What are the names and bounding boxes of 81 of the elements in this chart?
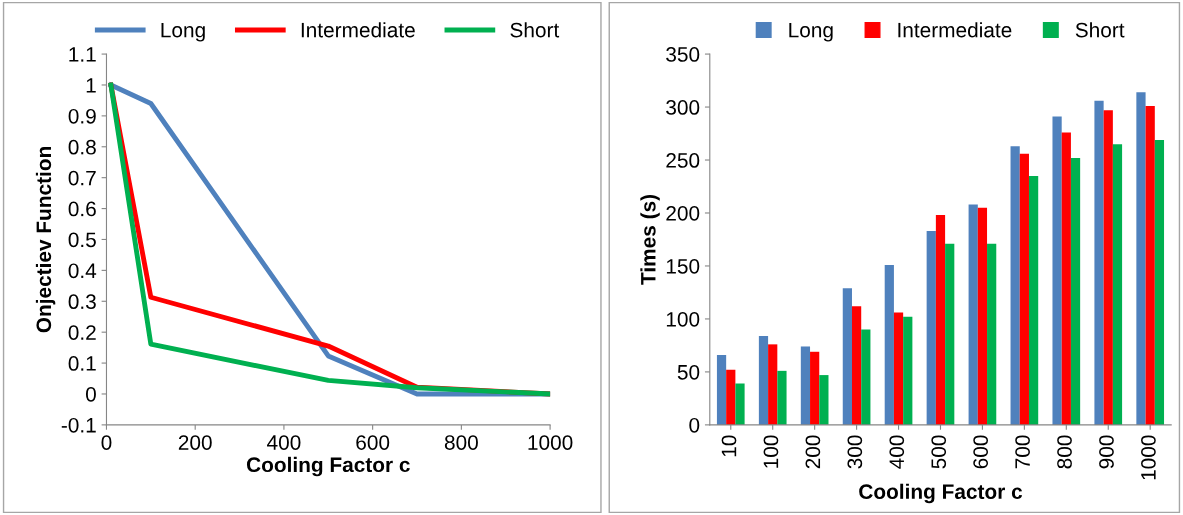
bar — [800, 346, 811, 425]
x-tick-label: 900 — [1099, 435, 1114, 469]
x-tick-label: 800 — [1057, 435, 1072, 469]
y-tick-label: 50 — [677, 364, 700, 380]
bar — [810, 351, 820, 425]
bar — [893, 312, 904, 425]
bar — [1094, 100, 1104, 425]
bar — [884, 264, 894, 425]
x-tick-label: 800 — [444, 435, 478, 450]
bar — [716, 354, 727, 425]
legend-label: Short — [510, 22, 560, 38]
x-tick-label: 0 — [101, 435, 112, 450]
legend-label: Short — [1075, 22, 1125, 38]
y-tick-label: 200 — [666, 205, 700, 221]
bar — [1112, 144, 1123, 425]
bar — [935, 215, 946, 425]
legend-label: Long — [789, 22, 833, 42]
x-tick-label: 1000 — [1141, 435, 1156, 480]
y-tick-label: 100 — [666, 311, 700, 327]
y-tick-label: 0 — [85, 386, 96, 402]
y-tick-label: 300 — [666, 100, 700, 115]
bar — [1019, 153, 1029, 425]
bar — [945, 243, 955, 425]
x-axis-title: Cooling Factor c — [246, 456, 410, 477]
bar — [851, 306, 862, 425]
y-tick-label: 1.1 — [69, 47, 96, 62]
legend-label: Intermediate — [898, 22, 1012, 38]
y-tick-label: 0.7 — [68, 170, 96, 186]
legend-label: Intermediate — [301, 22, 415, 38]
bar — [726, 369, 736, 425]
bar — [968, 204, 978, 425]
bar — [758, 335, 769, 425]
bar — [1145, 105, 1155, 425]
x-tick-label: 500 — [931, 435, 947, 469]
y-tick-label: 0.2 — [68, 325, 96, 340]
x-tick-label: 400 — [267, 435, 301, 450]
y-tick-label: 250 — [666, 153, 700, 168]
bar — [1028, 175, 1039, 425]
bar — [926, 231, 936, 425]
y-tick-label: 0.6 — [68, 201, 96, 217]
bar — [977, 207, 988, 425]
y-axis-title: Times (s) — [640, 194, 660, 285]
bar — [1010, 146, 1020, 425]
legend-label: Long — [161, 22, 205, 42]
bar — [1052, 116, 1062, 425]
x-tick-label: 400 — [889, 435, 905, 469]
y-tick-label: 0.9 — [68, 108, 96, 124]
x-tick-label: 200 — [178, 435, 212, 450]
bar — [735, 383, 745, 425]
y-tick-label: 0.4 — [68, 263, 97, 279]
bar — [861, 329, 871, 425]
y-tick-label: 150 — [666, 258, 700, 274]
y-tick-label: -0.1 — [61, 417, 96, 433]
y-tick-label: 0.5 — [68, 232, 96, 248]
bar — [1154, 139, 1165, 425]
x-tick-label: 600 — [973, 435, 989, 469]
x-tick-label: 200 — [805, 435, 821, 469]
bar — [903, 316, 913, 425]
bar — [842, 288, 852, 425]
y-tick-label: 350 — [666, 47, 700, 62]
bar — [768, 344, 778, 425]
bar — [1103, 110, 1113, 425]
bar — [1061, 132, 1071, 425]
y-tick-label: 1 — [86, 78, 96, 93]
y-tick-label: 0.8 — [68, 139, 96, 155]
bar — [777, 370, 787, 425]
x-axis-title: Cooling Factor c — [859, 483, 1023, 504]
y-tick-label: 0.3 — [68, 294, 96, 310]
bar — [1136, 92, 1146, 425]
x-tick-label: 1000 — [528, 435, 573, 450]
x-tick-label: 700 — [1015, 435, 1030, 469]
bar — [987, 243, 997, 425]
bar — [1070, 157, 1081, 425]
y-axis-title: Onjectiev Function — [35, 147, 56, 333]
y-tick-label: 0 — [689, 417, 700, 433]
x-tick-label: 300 — [847, 435, 863, 469]
bar — [819, 375, 829, 425]
x-tick-label: 10 — [721, 435, 737, 457]
x-tick-label: 100 — [763, 435, 779, 468]
x-tick-label: 600 — [356, 435, 390, 450]
y-tick-label: 0.1 — [68, 356, 96, 371]
